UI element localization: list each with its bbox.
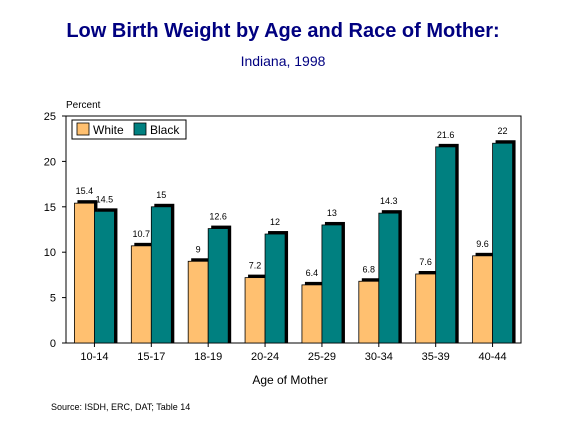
y-tick-label: 5: [50, 293, 56, 305]
plot-border: [65, 115, 522, 344]
data-label-black: 21.6: [437, 130, 455, 140]
data-label-white: 10.7: [133, 229, 151, 239]
data-label-black: 22: [498, 126, 508, 136]
chart-subtitle: Indiana, 1998: [240, 53, 326, 69]
data-label-white: 6.4: [306, 268, 319, 278]
plot-frame: [65, 115, 522, 344]
legend-label-white: White: [93, 123, 124, 137]
y-axis-label: Percent: [66, 100, 101, 111]
y-axis: 0 5 10 15 20 25: [44, 111, 66, 350]
legend-box: [71, 119, 187, 140]
bar-white: [472, 255, 493, 344]
data-label-white: 7.6: [419, 257, 432, 267]
y-tick-label: 10: [44, 247, 56, 259]
y-tick-label: 25: [44, 111, 56, 123]
legend-swatch-black: [133, 122, 147, 136]
bar-white: [244, 277, 266, 344]
bar-black: [150, 206, 172, 344]
data-label-white: 7.2: [249, 261, 262, 271]
bar-white: [415, 273, 437, 344]
data-label-black: 13: [327, 208, 337, 218]
bar-black: [207, 228, 229, 344]
y-tick-label: 15: [44, 202, 56, 214]
legend: White Black: [71, 119, 187, 140]
bar-white: [74, 202, 95, 344]
x-tick-label: 30-34: [365, 351, 393, 363]
bar-black: [435, 146, 457, 344]
bar-series: 10-14 15.414.5 15-17 10.7 15 18-19 9 12.6 20-24 7…: [74, 126, 516, 363]
y-tick-label: 20: [44, 156, 56, 168]
data-label-white: 6.8: [363, 264, 376, 274]
source-note: Source: ISDH, ERC, DAT; Table 14: [51, 402, 191, 412]
bar-black: [321, 224, 343, 344]
bar-white: [130, 245, 152, 344]
bar-white: [187, 260, 209, 344]
chart-title: Low Birth Weight by Age and Race of Moth…: [66, 20, 500, 42]
x-tick-label: 20-24: [251, 351, 279, 363]
data-label-black: 15: [156, 190, 166, 200]
data-label-black: 12.6: [209, 212, 227, 222]
data-label-white: 15.4: [76, 186, 94, 196]
bar-black: [378, 212, 400, 344]
legend-swatch-white: [76, 122, 90, 136]
data-label-white: 9: [196, 244, 201, 254]
legend-label-black: Black: [150, 123, 180, 137]
x-axis-label: Age of Mother: [252, 373, 327, 387]
x-tick-label: 10-14: [80, 351, 108, 363]
bar-black: [94, 210, 115, 344]
bar-black: [492, 142, 513, 344]
bar-white: [301, 284, 323, 344]
data-label-black: 12: [270, 217, 280, 227]
data-label-black: 14.3: [380, 196, 398, 206]
bar-white: [358, 280, 380, 344]
x-tick-label: 40-44: [478, 351, 506, 363]
x-tick-label: 18-19: [194, 351, 222, 363]
x-tick-label: 25-29: [308, 351, 336, 363]
bar-black: [264, 233, 286, 344]
data-label-black: 14.5: [96, 194, 114, 204]
data-label-white: 9.6: [476, 239, 489, 249]
x-tick-label: 15-17: [137, 351, 165, 363]
y-tick-label: 0: [50, 338, 56, 350]
x-tick-label: 35-39: [422, 351, 450, 363]
